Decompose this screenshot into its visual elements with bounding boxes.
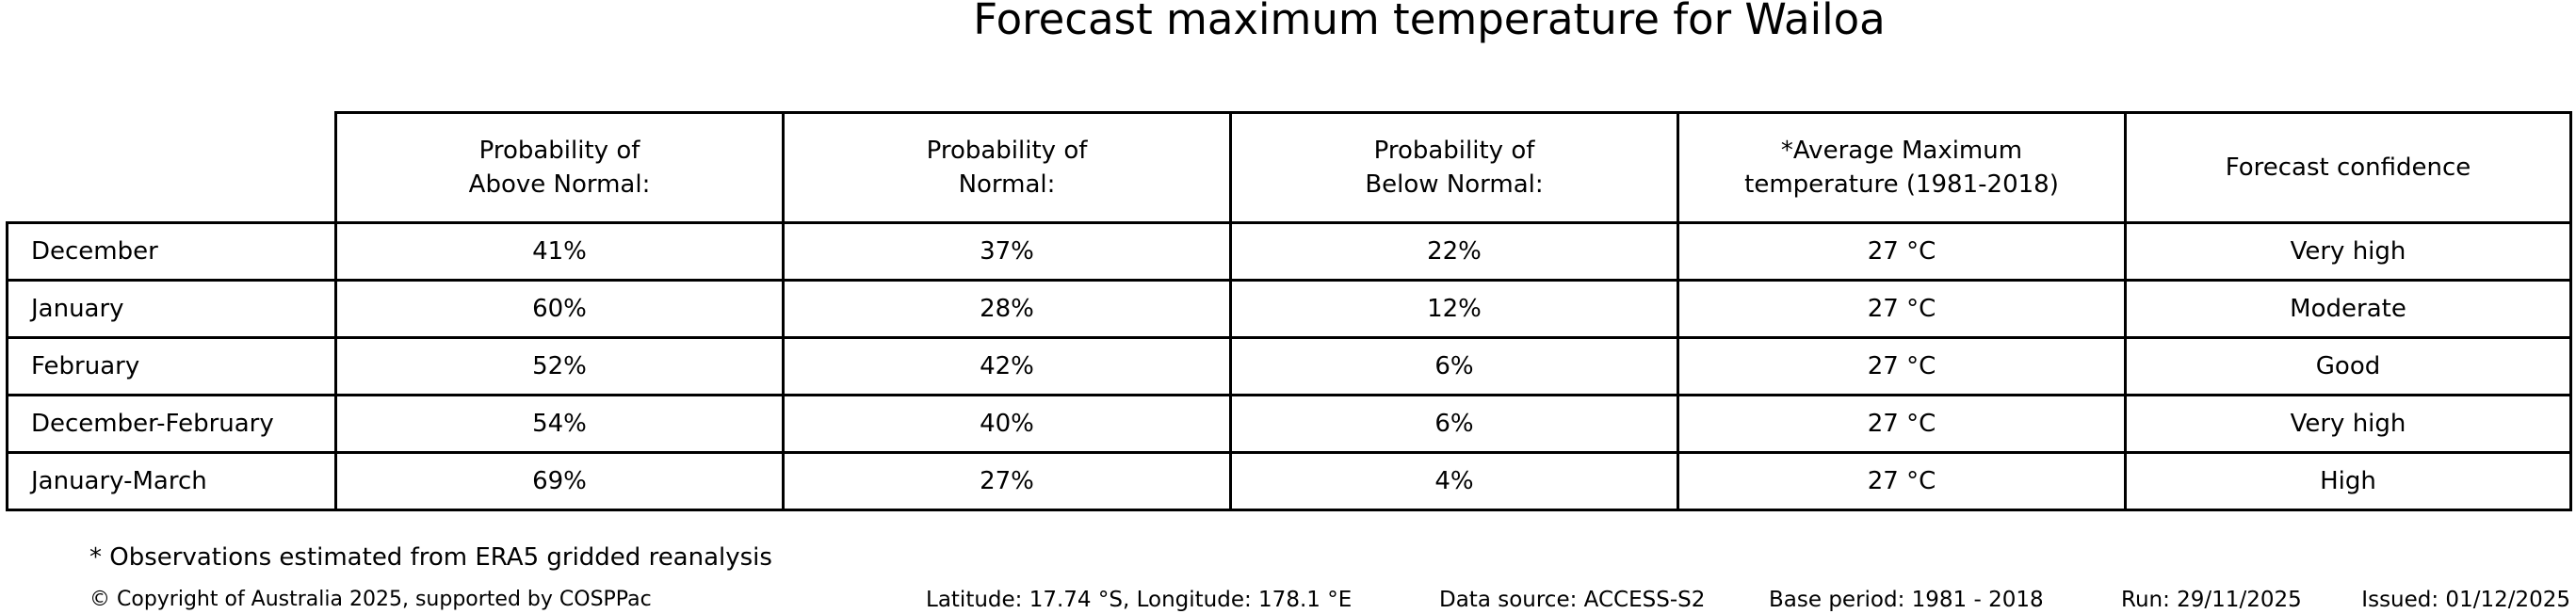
- base-period: Base period: 1981 - 2018: [1769, 588, 2044, 612]
- forecast-table: Probability of Above Normal: Probability…: [6, 111, 2572, 511]
- cell-forecast-confidence: Very high: [2124, 394, 2572, 454]
- cell-normal: 42%: [782, 336, 1232, 396]
- cell-average-max-temp: 27 °C: [1677, 336, 2127, 396]
- cell-average-max-temp: 27 °C: [1677, 394, 2127, 454]
- table-row-january: January 60% 28% 12% 27 °C Moderate: [6, 279, 2572, 339]
- table-row-december: December 41% 37% 22% 27 °C Very high: [6, 221, 2572, 282]
- cell-below-normal: 12%: [1229, 279, 1679, 339]
- cell-normal: 40%: [782, 394, 1232, 454]
- row-label: January-March: [6, 451, 337, 511]
- cell-below-normal: 4%: [1229, 451, 1679, 511]
- cell-forecast-confidence: High: [2124, 451, 2572, 511]
- cell-below-normal: 22%: [1229, 221, 1679, 282]
- cell-above-normal: 54%: [334, 394, 785, 454]
- issued-date: Issued: 01/12/2025: [2361, 588, 2570, 612]
- cell-below-normal: 6%: [1229, 394, 1679, 454]
- cell-forecast-confidence: Good: [2124, 336, 2572, 396]
- cell-average-max-temp: 27 °C: [1677, 279, 2127, 339]
- cell-above-normal: 69%: [334, 451, 785, 511]
- cell-normal: 28%: [782, 279, 1232, 339]
- col-header-above-normal: Probability of Above Normal:: [334, 111, 785, 224]
- cell-normal: 27%: [782, 451, 1232, 511]
- cell-above-normal: 60%: [334, 279, 785, 339]
- col-header-normal: Probability of Normal:: [782, 111, 1232, 224]
- row-label: December: [6, 221, 337, 282]
- cell-forecast-confidence: Very high: [2124, 221, 2572, 282]
- cell-average-max-temp: 27 °C: [1677, 221, 2127, 282]
- cell-normal: 37%: [782, 221, 1232, 282]
- table-row-december-february: December-February 54% 40% 6% 27 °C Very …: [6, 394, 2572, 454]
- row-label: December-February: [6, 394, 337, 454]
- col-header-forecast-confidence: Forecast confidence: [2124, 111, 2572, 224]
- era5-footnote: * Observations estimated from ERA5 gridd…: [89, 543, 772, 572]
- cell-forecast-confidence: Moderate: [2124, 279, 2572, 339]
- copyright-notice: © Copyright of Australia 2025, supported…: [89, 588, 652, 611]
- location-coordinates: Latitude: 17.74 °S, Longitude: 178.1 °E: [926, 588, 1353, 612]
- run-date: Run: 29/11/2025: [2121, 588, 2302, 612]
- row-label: January: [6, 279, 337, 339]
- col-header-average-max-temp: *Average Maximum temperature (1981-2018): [1677, 111, 2127, 224]
- cell-average-max-temp: 27 °C: [1677, 451, 2127, 511]
- table-row-february: February 52% 42% 6% 27 °C Good: [6, 336, 2572, 396]
- page-title: Forecast maximum temperature for Wailoa: [973, 0, 1886, 44]
- table-row-january-march: January-March 69% 27% 4% 27 °C High: [6, 451, 2572, 511]
- cell-above-normal: 41%: [334, 221, 785, 282]
- cell-below-normal: 6%: [1229, 336, 1679, 396]
- col-header-below-normal: Probability of Below Normal:: [1229, 111, 1679, 224]
- corner-cell: [8, 113, 336, 223]
- cell-above-normal: 52%: [334, 336, 785, 396]
- row-label: February: [6, 336, 337, 396]
- data-source: Data source: ACCESS-S2: [1439, 588, 1706, 612]
- header-row: Probability of Above Normal: Probability…: [8, 111, 2572, 224]
